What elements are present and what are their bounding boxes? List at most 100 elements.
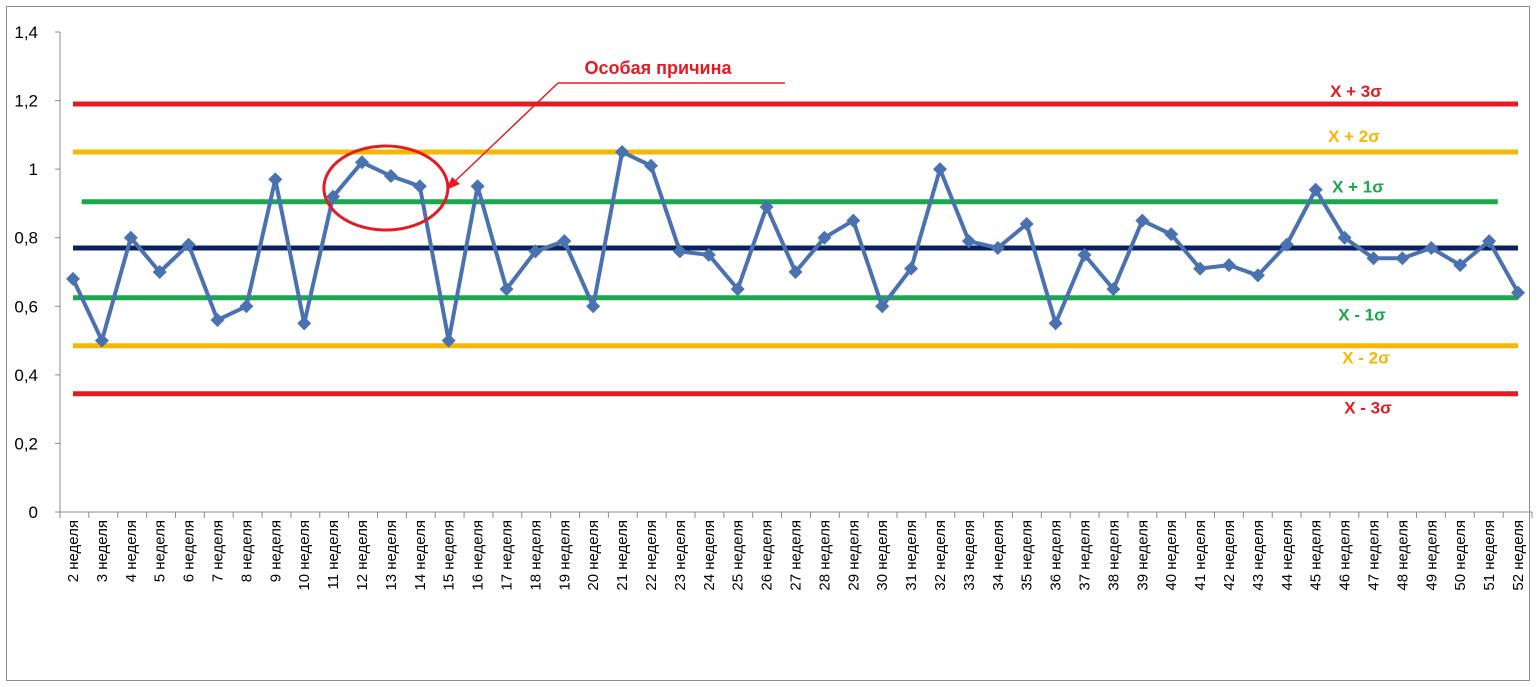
control-limit-lines: X + 3σ X + 2σ X + 1σ X - 1σ X - 2σ X - 3σ xyxy=(73,82,1518,418)
data-point xyxy=(1366,251,1381,266)
data-point xyxy=(297,316,312,331)
annotation-arrow-line xyxy=(449,82,559,187)
data-point xyxy=(788,265,803,279)
data-point xyxy=(412,179,427,194)
data-point xyxy=(441,333,456,348)
data-point xyxy=(759,199,774,214)
data-point xyxy=(1222,258,1236,273)
x-category-label: 37 неделя xyxy=(1077,520,1094,591)
data-point xyxy=(1279,237,1294,252)
data-point xyxy=(210,313,225,327)
annotation-label: Особая причина xyxy=(585,58,733,78)
data-point xyxy=(1048,316,1063,331)
y-tick-label: 0,8 xyxy=(14,229,38,248)
x-category-label: 24 неделя xyxy=(701,520,718,591)
y-tick-labels: 0 0,2 0,4 0,6 0,8 1 1,2 1,4 xyxy=(14,23,60,522)
data-point xyxy=(470,179,485,194)
data-point xyxy=(123,230,138,245)
x-category-label: 30 неделя xyxy=(874,520,891,591)
data-point xyxy=(817,230,832,245)
data-point xyxy=(846,213,861,228)
x-category-label: 41 неделя xyxy=(1192,520,1209,591)
data-point xyxy=(1164,227,1179,242)
x-category-label: 10 неделя xyxy=(296,520,313,591)
x-category-label: 16 неделя xyxy=(470,520,487,591)
data-point xyxy=(1337,230,1352,245)
y-tick-label: 0,4 xyxy=(14,366,38,385)
y-tick-label: 0,2 xyxy=(14,434,38,453)
y-tick-label: 1,4 xyxy=(14,23,38,42)
x-category-label: 25 неделя xyxy=(730,520,747,591)
data-point xyxy=(644,158,658,173)
control-line-label: X - 3σ xyxy=(1344,399,1392,418)
data-point xyxy=(326,189,341,204)
x-category-label: 34 неделя xyxy=(990,520,1007,591)
x-category-label: 40 неделя xyxy=(1163,520,1180,591)
x-category-label: 12 неделя xyxy=(354,520,371,591)
data-series xyxy=(66,145,1525,348)
data-point xyxy=(383,169,398,183)
y-tick-label: 1,2 xyxy=(14,92,38,111)
control-line-label: X + 3σ xyxy=(1330,82,1382,101)
x-category-label: 4 неделя xyxy=(123,520,140,582)
x-category-label: 48 неделя xyxy=(1394,520,1411,591)
x-category-label: 50 неделя xyxy=(1452,520,1469,591)
data-point xyxy=(1106,282,1121,297)
x-category-label: 39 неделя xyxy=(1134,520,1151,591)
data-point xyxy=(1424,241,1439,255)
annotation-arrow-head xyxy=(446,177,460,190)
annotation: Особая причина xyxy=(322,58,785,232)
data-point xyxy=(1308,182,1323,197)
x-category-label: 43 неделя xyxy=(1250,520,1267,591)
x-category-labels: 2 неделя 3 неделя 4 неделя 5 неделя 6 неделя… xyxy=(59,512,1533,591)
x-category-label: 42 неделя xyxy=(1221,520,1238,591)
data-point xyxy=(961,234,976,249)
x-category-label: 38 неделя xyxy=(1105,520,1122,591)
x-category-label: 31 неделя xyxy=(903,520,920,591)
x-category-label: 21 неделя xyxy=(614,520,631,591)
x-category-label: 8 неделя xyxy=(238,520,255,582)
x-category-label: 9 неделя xyxy=(267,520,284,582)
control-line-label: X + 1σ xyxy=(1332,178,1384,197)
data-point xyxy=(1135,213,1150,228)
control-line-label: X - 2σ xyxy=(1342,349,1390,368)
data-point xyxy=(1511,285,1525,300)
x-category-label: 33 неделя xyxy=(961,520,978,591)
x-category-label: 17 неделя xyxy=(499,520,516,591)
x-category-label: 11 неделя xyxy=(325,520,342,590)
data-point xyxy=(355,155,369,170)
data-point xyxy=(875,299,890,314)
data-point xyxy=(268,172,283,187)
x-category-label: 36 неделя xyxy=(1048,520,1065,591)
data-point xyxy=(1453,258,1468,273)
x-category-label: 32 неделя xyxy=(932,520,949,591)
data-point xyxy=(528,244,543,259)
x-category-label: 6 неделя xyxy=(181,520,198,582)
x-category-label: 44 неделя xyxy=(1279,520,1296,591)
data-point xyxy=(181,237,196,252)
data-point xyxy=(499,282,514,297)
data-point xyxy=(152,265,167,279)
data-point xyxy=(672,244,687,259)
data-point xyxy=(66,271,80,286)
data-point xyxy=(933,162,947,177)
x-category-label: 28 неделя xyxy=(816,520,833,591)
data-point xyxy=(701,247,716,262)
x-category-label: 47 неделя xyxy=(1366,520,1383,591)
axes xyxy=(59,32,1532,513)
data-point xyxy=(904,261,919,276)
data-point xyxy=(1019,217,1034,231)
data-point xyxy=(1395,251,1410,266)
x-category-label: 52 неделя xyxy=(1510,520,1527,591)
data-point xyxy=(730,282,745,297)
x-category-label: 5 неделя xyxy=(152,520,169,582)
y-tick-label: 0,6 xyxy=(14,297,38,316)
control-line-label: X + 2σ xyxy=(1328,127,1380,146)
x-category-label: 27 неделя xyxy=(788,520,805,591)
data-point xyxy=(94,333,109,348)
data-point xyxy=(1250,268,1265,283)
x-category-label: 2 неделя xyxy=(65,520,82,582)
data-point xyxy=(586,299,601,314)
x-category-label: 3 неделя xyxy=(94,520,111,582)
